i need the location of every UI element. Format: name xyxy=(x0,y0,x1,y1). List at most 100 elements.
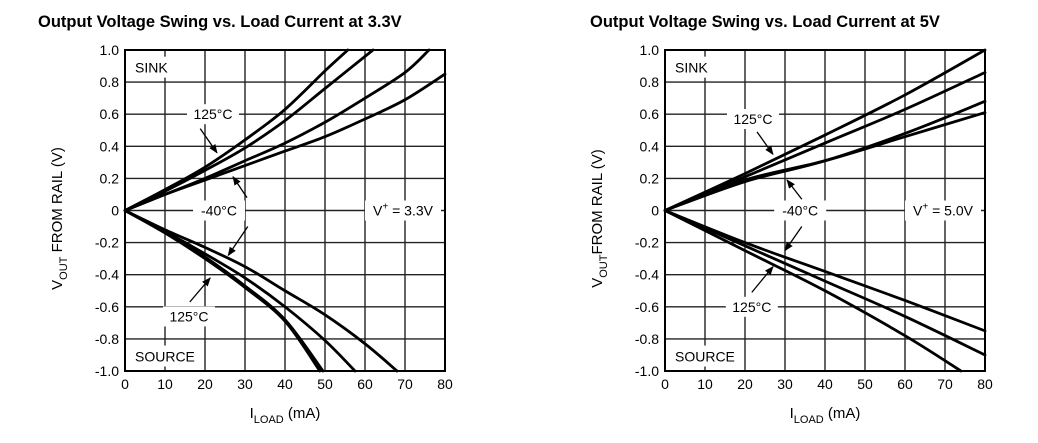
y-tick-label: -0.6 xyxy=(95,299,119,315)
series-line-3 xyxy=(663,111,987,212)
y-tick-label: 0.6 xyxy=(640,106,660,122)
y-tick-label: 0.4 xyxy=(100,138,120,154)
label-background xyxy=(193,200,245,221)
chart-panel-3v3: Output Voltage Swing vs. Load Current at… xyxy=(38,13,453,426)
y-tick-label: -1.0 xyxy=(635,363,659,379)
series-line-6 xyxy=(663,209,987,333)
y-tick-label: 0.8 xyxy=(640,74,660,90)
vplus-rest: = 3.3V xyxy=(388,203,433,219)
x-tick-label: 20 xyxy=(197,376,213,392)
annotation-arrow xyxy=(189,277,211,303)
x-tick-label: 80 xyxy=(977,376,993,392)
temperature-label: 125°C xyxy=(193,106,232,122)
chart-panel-5v: Output Voltage Swing vs. Load Current at… xyxy=(589,13,993,426)
label-background xyxy=(725,296,778,317)
y-axis-label: VOUT FROM RAIL (V) xyxy=(49,147,70,290)
y-tick-label: -0.2 xyxy=(635,235,659,251)
label-background xyxy=(365,200,441,221)
y-tick-label: -0.4 xyxy=(95,267,119,283)
vplus-main: V xyxy=(373,203,383,219)
series-line-0 xyxy=(663,48,987,212)
y-tick-label: -0.8 xyxy=(95,331,119,347)
series-line-1 xyxy=(123,48,375,212)
x-tick-label: 50 xyxy=(317,376,333,392)
annotation-arrow xyxy=(756,131,774,156)
temperature-label: 125°C xyxy=(169,308,208,324)
y-tick-label: 1.0 xyxy=(100,42,120,58)
y-tick-label: 0 xyxy=(111,203,119,219)
chart-title: Output Voltage Swing vs. Load Current at… xyxy=(38,13,402,31)
label-background xyxy=(905,200,981,221)
y-tick-label: 0 xyxy=(651,203,659,219)
x-label-main: I xyxy=(790,405,794,422)
sink-label: SINK xyxy=(675,60,708,76)
series-line-4 xyxy=(663,209,963,373)
x-label-rest: (mA) xyxy=(284,405,321,422)
x-tick-label: 30 xyxy=(777,376,793,392)
y-label-rest: FROM RAIL (V) xyxy=(49,147,66,256)
label-background xyxy=(727,109,779,130)
label-background xyxy=(774,200,827,221)
chart-title: Output Voltage Swing vs. Load Current at… xyxy=(590,13,940,31)
x-tick-label: 0 xyxy=(121,376,129,392)
annotation-arrow xyxy=(751,265,774,293)
y-tick-label: 0.8 xyxy=(100,74,120,90)
source-label: SOURCE xyxy=(675,349,735,365)
series-line-3 xyxy=(123,72,447,212)
series-line-7 xyxy=(123,209,399,373)
y-label-rest: FROM RAIL (V) xyxy=(589,149,606,254)
x-tick-label: 80 xyxy=(437,376,453,392)
y-tick-label: 1.0 xyxy=(640,42,660,58)
y-tick-label: -0.4 xyxy=(635,267,659,283)
x-tick-label: 30 xyxy=(237,376,253,392)
vplus-sup: + xyxy=(922,202,928,213)
x-axis-label: ILOAD (mA) xyxy=(250,405,321,426)
x-tick-label: 40 xyxy=(277,376,293,392)
x-tick-label: 50 xyxy=(857,376,873,392)
y-tick-label: 0.6 xyxy=(100,106,120,122)
label-background xyxy=(187,104,239,125)
vplus-sup: + xyxy=(382,202,388,213)
x-tick-label: 10 xyxy=(697,376,713,392)
y-axis-label: VOUTFROM RAIL (V) xyxy=(589,149,610,288)
series-line-0 xyxy=(123,48,350,212)
label-background xyxy=(132,56,176,78)
x-tick-label: 20 xyxy=(737,376,753,392)
x-tick-label: 60 xyxy=(357,376,373,392)
y-tick-label: -0.2 xyxy=(95,235,119,251)
x-tick-label: 60 xyxy=(897,376,913,392)
temperature-label: -40°C xyxy=(201,203,237,219)
series-line-5 xyxy=(663,209,987,357)
source-label: SOURCE xyxy=(135,349,195,365)
label-background xyxy=(163,306,215,327)
y-tick-label: 0.4 xyxy=(640,138,660,154)
series-line-6 xyxy=(123,209,357,373)
x-tick-label: 0 xyxy=(661,376,669,392)
temperature-label: -40°C xyxy=(782,203,818,219)
label-background xyxy=(672,345,735,367)
x-label-sub: LOAD xyxy=(254,414,284,426)
x-label-rest: (mA) xyxy=(824,405,861,422)
x-tick-label: 40 xyxy=(817,376,833,392)
y-label-sub: OUT xyxy=(598,254,610,278)
supply-voltage-label: V+ = 5.0V xyxy=(913,202,974,219)
annotation-arrow xyxy=(784,226,803,252)
y-label-sub: OUT xyxy=(58,256,70,280)
y-tick-label: -0.6 xyxy=(635,299,659,315)
y-tick-label: -0.8 xyxy=(635,331,659,347)
x-tick-label: 70 xyxy=(397,376,413,392)
y-tick-label: 0.2 xyxy=(100,170,120,186)
y-label-main: V xyxy=(589,278,606,288)
vplus-main: V xyxy=(913,203,923,219)
vplus-rest: = 5.0V xyxy=(928,203,973,219)
temperature-label: 125°C xyxy=(732,299,771,315)
supply-voltage-label: V+ = 3.3V xyxy=(373,202,434,219)
x-axis-label: ILOAD (mA) xyxy=(790,405,861,426)
annotation-arrow xyxy=(232,176,248,199)
label-background xyxy=(132,345,195,367)
sink-label: SINK xyxy=(135,60,168,76)
label-background xyxy=(672,56,716,78)
x-tick-label: 70 xyxy=(937,376,953,392)
x-tick-label: 10 xyxy=(157,376,173,392)
